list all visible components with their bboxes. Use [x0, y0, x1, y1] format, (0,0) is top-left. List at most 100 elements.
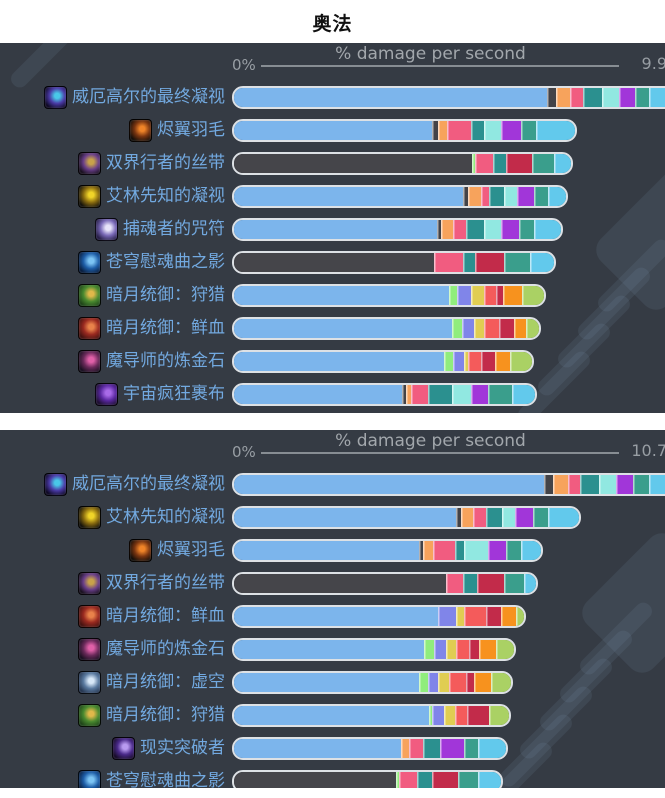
bar-segment-salmon[interactable] [455, 706, 467, 725]
bar-segment-teal[interactable] [428, 385, 452, 404]
bar-segment-orange[interactable] [423, 541, 433, 560]
bar-segment-crimson[interactable] [467, 706, 489, 725]
bar-segment-teal2[interactable] [633, 475, 649, 494]
bar-segment-crimson[interactable] [496, 286, 503, 305]
bar-segment-green[interactable] [424, 640, 434, 659]
bar-segment-crimson[interactable] [475, 253, 504, 272]
bar-segment-darkfill[interactable] [234, 154, 472, 173]
bar-segment-sky[interactable] [524, 574, 536, 593]
bar-segment-ygreen[interactable] [526, 319, 539, 338]
bar-segment-periwinkle[interactable] [428, 673, 438, 692]
bar-segment-yellow[interactable] [474, 319, 484, 338]
bar-segment-sky[interactable] [478, 772, 501, 788]
bar-segment-pink[interactable] [446, 574, 463, 593]
bar-segment-periwinkle[interactable] [453, 352, 464, 371]
bar-segment-teal2[interactable] [532, 154, 554, 173]
bar-segment-orange[interactable] [556, 88, 570, 107]
bar-segment-orange[interactable] [438, 121, 447, 140]
bar-segment-purple[interactable] [616, 475, 633, 494]
bar-segment-salmon[interactable] [468, 352, 481, 371]
bar-segment-orange2[interactable] [514, 319, 526, 338]
bar-segment-periwinkle[interactable] [462, 319, 474, 338]
bar-segment-sky[interactable] [478, 739, 506, 758]
stacked-bar[interactable] [232, 704, 511, 727]
stacked-bar[interactable] [232, 284, 546, 307]
bar-segment-teal[interactable] [455, 541, 464, 560]
stacked-bar[interactable] [232, 770, 503, 788]
bar-segment-yellow[interactable] [456, 607, 464, 626]
bar-segment-crimson[interactable] [477, 574, 504, 593]
bar-segment-dark[interactable] [456, 508, 461, 527]
bar-segment-teal[interactable] [471, 121, 484, 140]
bar-segment-salmon[interactable] [484, 286, 496, 305]
bar-segment-blue[interactable] [234, 352, 444, 371]
stacked-bar[interactable] [232, 218, 563, 241]
bar-segment-yellow[interactable] [471, 286, 484, 305]
bar-segment-pink[interactable] [481, 187, 489, 206]
bar-segment-orange2[interactable] [501, 607, 516, 626]
bar-segment-teal[interactable] [463, 253, 475, 272]
bar-segment-blue[interactable] [234, 88, 547, 107]
bar-segment-teal2[interactable] [635, 88, 649, 107]
stacked-bar[interactable] [232, 473, 665, 496]
bar-segment-blue[interactable] [234, 475, 544, 494]
bar-segment-yellow[interactable] [464, 352, 468, 371]
bar-segment-dark[interactable] [432, 121, 438, 140]
bar-segment-yellow[interactable] [444, 706, 455, 725]
stacked-bar[interactable] [232, 737, 508, 760]
bar-segment-orange[interactable] [401, 739, 409, 758]
stacked-bar[interactable] [232, 251, 556, 274]
bar-segment-blue[interactable] [234, 319, 452, 338]
bar-segment-periwinkle[interactable] [457, 286, 471, 305]
bar-segment-purple[interactable] [471, 385, 488, 404]
bar-segment-teal[interactable] [417, 772, 432, 788]
bar-segment-sky[interactable] [649, 88, 665, 107]
bar-segment-sky[interactable] [548, 508, 579, 527]
bar-segment-teal2[interactable] [506, 541, 521, 560]
bar-segment-orange[interactable] [406, 385, 411, 404]
bar-segment-dark[interactable] [437, 220, 441, 239]
bar-segment-sky[interactable] [554, 154, 571, 173]
stacked-bar[interactable] [232, 671, 513, 694]
bar-segment-sky[interactable] [649, 475, 665, 494]
bar-segment-dark[interactable] [547, 88, 556, 107]
bar-segment-purple[interactable] [501, 121, 521, 140]
stacked-bar[interactable] [232, 185, 568, 208]
bar-segment-green[interactable] [472, 154, 475, 173]
bar-segment-crimson[interactable] [486, 607, 501, 626]
bar-segment-crimson[interactable] [506, 154, 532, 173]
bar-segment-dark[interactable] [402, 385, 406, 404]
bar-segment-teal[interactable] [580, 475, 599, 494]
stacked-bar[interactable] [232, 506, 581, 529]
bar-segment-cyan[interactable] [484, 220, 501, 239]
stacked-bar[interactable] [232, 383, 537, 406]
bar-segment-teal2[interactable] [464, 739, 478, 758]
bar-segment-dark[interactable] [544, 475, 553, 494]
stacked-bar[interactable] [232, 605, 526, 628]
bar-segment-pink[interactable] [447, 121, 471, 140]
bar-segment-blue[interactable] [234, 286, 449, 305]
bar-segment-ygreen[interactable] [489, 706, 509, 725]
bar-segment-periwinkle[interactable] [432, 706, 444, 725]
bar-segment-orange2[interactable] [503, 286, 522, 305]
bar-segment-pink[interactable] [399, 772, 417, 788]
bar-segment-green[interactable] [452, 319, 462, 338]
bar-segment-blue[interactable] [234, 673, 419, 692]
stacked-bar[interactable] [232, 317, 541, 340]
bar-segment-teal2[interactable] [533, 508, 548, 527]
bar-segment-blue[interactable] [234, 607, 438, 626]
bar-segment-teal[interactable] [583, 88, 602, 107]
bar-segment-purple[interactable] [515, 508, 533, 527]
bar-segment-crimson[interactable] [466, 673, 474, 692]
bar-segment-teal[interactable] [463, 574, 477, 593]
bar-segment-green[interactable] [429, 706, 432, 725]
bar-segment-purple[interactable] [619, 88, 635, 107]
bar-segment-pink[interactable] [433, 541, 455, 560]
stacked-bar[interactable] [232, 119, 577, 142]
bar-segment-blue[interactable] [234, 706, 429, 725]
bar-segment-pink[interactable] [475, 154, 493, 173]
bar-segment-orange[interactable] [553, 475, 568, 494]
bar-segment-periwinkle[interactable] [434, 640, 446, 659]
bar-segment-blue[interactable] [234, 121, 432, 140]
bar-segment-dark[interactable] [419, 541, 423, 560]
